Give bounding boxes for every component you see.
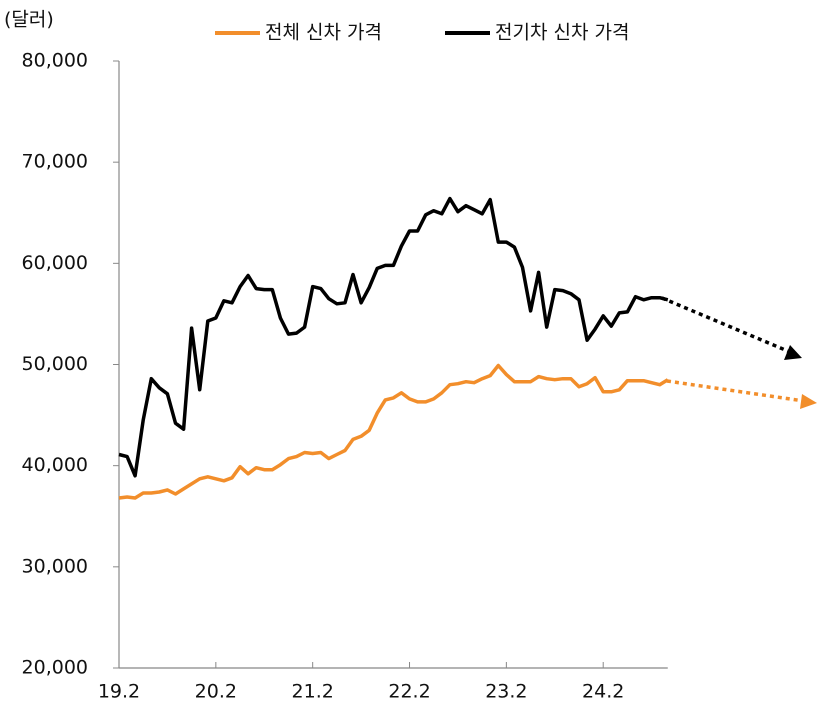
series-line	[118, 196, 669, 478]
y-tick-label: 80,000	[22, 50, 88, 72]
y-tick-label: 40,000	[22, 454, 88, 476]
ev-arrowhead	[784, 345, 802, 360]
total-forecast	[666, 379, 805, 403]
x-tick-label: 21.2	[292, 681, 334, 703]
x-tick-label: 19.2	[98, 681, 140, 703]
y-tick-label: 70,000	[22, 151, 88, 173]
ev-forecast	[661, 296, 791, 354]
y-tick-label: 30,000	[22, 555, 88, 577]
legend-label: 전기차 신차 가격	[495, 22, 629, 44]
y-axis-label: (달러)	[4, 9, 54, 31]
x-tick-label: 20.2	[195, 681, 237, 703]
x-tick-label: 23.2	[485, 681, 527, 703]
forecast-arrows	[661, 296, 817, 409]
x-tick-label: 24.2	[582, 681, 624, 703]
legend-label: 전체 신차 가격	[265, 22, 382, 44]
series-line	[118, 363, 669, 500]
y-tick-label: 20,000	[22, 657, 88, 679]
y-tick-label: 60,000	[22, 252, 88, 274]
total-arrowhead	[800, 394, 817, 409]
y-tick-label: 50,000	[22, 353, 88, 375]
x-tick-label: 22.2	[388, 681, 430, 703]
